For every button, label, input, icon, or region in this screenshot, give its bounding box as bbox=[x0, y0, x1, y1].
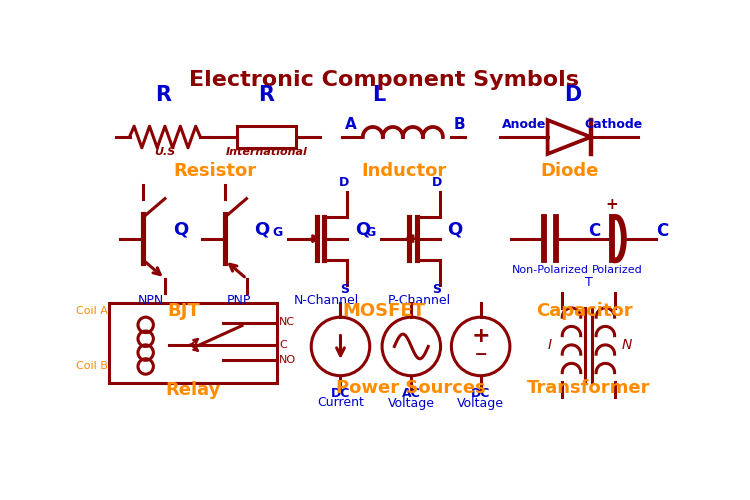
Text: Current: Current bbox=[317, 396, 364, 409]
Text: D: D bbox=[339, 176, 350, 190]
Text: Q: Q bbox=[448, 221, 463, 239]
Text: Transformer: Transformer bbox=[526, 378, 650, 396]
Text: S: S bbox=[340, 282, 349, 296]
Text: L: L bbox=[372, 84, 386, 104]
Text: D: D bbox=[565, 84, 582, 104]
Text: MOSFET: MOSFET bbox=[343, 302, 426, 320]
Text: Capacitor: Capacitor bbox=[536, 302, 633, 320]
Text: International: International bbox=[226, 148, 308, 158]
Text: R: R bbox=[155, 84, 172, 104]
Text: +: + bbox=[605, 196, 618, 212]
Text: –: – bbox=[474, 342, 487, 366]
Text: NPN: NPN bbox=[138, 294, 164, 307]
Text: NO: NO bbox=[279, 356, 296, 366]
Text: C: C bbox=[589, 222, 601, 240]
Text: Q: Q bbox=[172, 221, 188, 239]
Text: Non-Polarized: Non-Polarized bbox=[512, 266, 589, 276]
Bar bbox=[237, 126, 296, 148]
Text: Diode: Diode bbox=[540, 162, 598, 180]
Text: B: B bbox=[453, 118, 465, 132]
Text: N: N bbox=[622, 338, 632, 352]
Text: Relay: Relay bbox=[166, 381, 221, 399]
Text: Power Sources: Power Sources bbox=[337, 378, 486, 396]
Text: Anode: Anode bbox=[503, 118, 547, 131]
Text: NC: NC bbox=[279, 317, 295, 327]
Text: PNP: PNP bbox=[226, 294, 251, 307]
Text: T: T bbox=[584, 276, 592, 288]
Text: G: G bbox=[365, 226, 375, 238]
Text: BJT: BJT bbox=[168, 302, 200, 320]
Text: DC: DC bbox=[331, 388, 350, 400]
Text: Resistor: Resistor bbox=[173, 162, 256, 180]
Text: A: A bbox=[346, 118, 357, 132]
Text: Coil B: Coil B bbox=[76, 362, 108, 372]
Text: Q: Q bbox=[254, 221, 269, 239]
Text: S: S bbox=[432, 282, 441, 296]
Text: AC: AC bbox=[402, 388, 421, 400]
Text: Coil A: Coil A bbox=[76, 306, 108, 316]
Text: R: R bbox=[259, 84, 274, 104]
Bar bbox=[110, 302, 277, 384]
Text: G: G bbox=[272, 226, 283, 238]
Text: Polarized: Polarized bbox=[592, 266, 643, 276]
Text: C: C bbox=[656, 222, 668, 240]
Text: DC: DC bbox=[471, 388, 490, 400]
Text: Electronic Component Symbols: Electronic Component Symbols bbox=[189, 70, 579, 90]
Text: N-Channel: N-Channel bbox=[294, 294, 359, 307]
Text: Voltage: Voltage bbox=[457, 396, 504, 409]
Text: U.S: U.S bbox=[154, 148, 176, 158]
Text: D: D bbox=[431, 176, 442, 190]
Text: +: + bbox=[471, 326, 490, 345]
Text: Inductor: Inductor bbox=[361, 162, 446, 180]
Text: I: I bbox=[548, 338, 552, 352]
Text: Q: Q bbox=[355, 221, 370, 239]
Text: P-Channel: P-Channel bbox=[388, 294, 451, 307]
Text: Cathode: Cathode bbox=[585, 118, 643, 131]
Text: C: C bbox=[279, 340, 286, 350]
Text: Voltage: Voltage bbox=[388, 396, 435, 409]
